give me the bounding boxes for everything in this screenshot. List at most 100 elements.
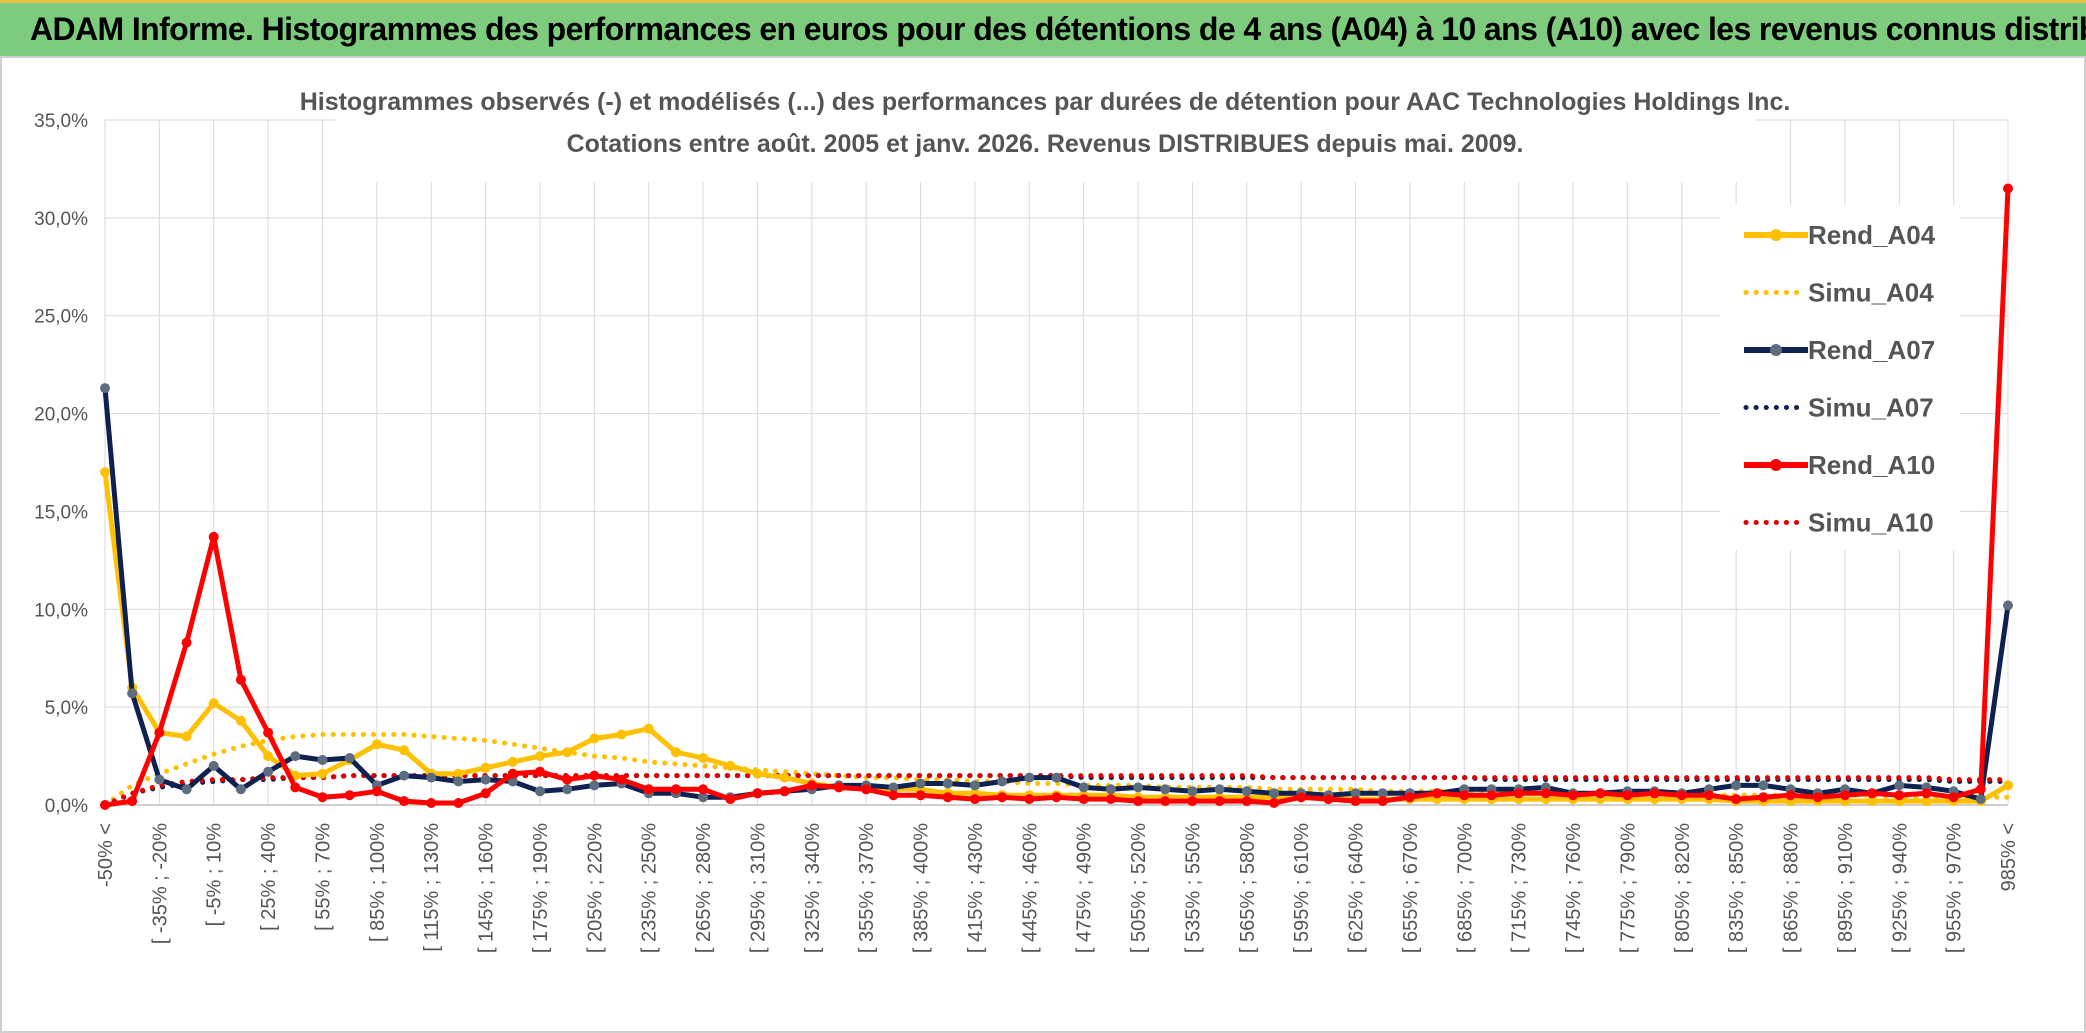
legend-label: Rend_A10 (1808, 450, 1935, 480)
point-rend-a10 (1513, 788, 1524, 799)
point-rend-a10 (861, 784, 872, 795)
point-rend-a04 (698, 753, 709, 763)
chart-title: Histogrammes observés (-) et modélisés (… (300, 88, 1791, 116)
point-rend-a04 (562, 747, 573, 758)
x-tick-label: [ 145% ; 160% (476, 823, 498, 953)
point-rend-a04 (2003, 780, 2013, 791)
point-rend-a10 (1051, 792, 1062, 803)
point-rend-a07 (208, 760, 219, 771)
x-tick-label: [ 205% ; 220% (584, 823, 606, 953)
point-rend-a04 (643, 723, 654, 734)
y-tick-label: 25,0% (34, 307, 88, 328)
legend-item-simu-a10: Simu_A10 (1743, 508, 1934, 538)
point-rend-a10 (127, 796, 138, 807)
point-rend-a10 (1785, 790, 1796, 801)
point-rend-a10 (1323, 794, 1334, 805)
point-rend-a10 (1649, 788, 1660, 799)
legend-label: Simu_A10 (1808, 508, 1934, 538)
point-rend-a04 (752, 768, 763, 779)
point-rend-a07 (1975, 794, 1986, 805)
point-rend-a07 (317, 755, 328, 765)
line-simu-a04 (102, 732, 2011, 808)
point-rend-a10 (1078, 794, 1089, 805)
y-axis: 0,0% 5,0% 10,0% 15,0% 20,0% 25,0% 30,0% 35,0% (34, 111, 88, 817)
point-rend-a07 (1160, 784, 1171, 795)
point-rend-a10 (1867, 788, 1878, 799)
title-background (335, 82, 1755, 182)
point-rend-a07 (1377, 788, 1388, 799)
x-tick-label: [ 445% ; 460% (1019, 823, 1041, 953)
point-rend-a10 (698, 784, 709, 795)
x-tick-label: [ 415% ; 430% (965, 823, 987, 953)
point-rend-a07 (942, 778, 953, 789)
legend-marker (1770, 229, 1782, 241)
point-rend-a10 (1459, 790, 1470, 801)
point-rend-a10 (670, 784, 681, 795)
point-rend-a07 (1078, 782, 1089, 793)
point-rend-a10 (208, 531, 219, 542)
y-tick-label: 5,0% (45, 698, 88, 719)
point-rend-a10 (1187, 796, 1198, 807)
point-rend-a10 (942, 792, 953, 803)
point-rend-a10 (290, 782, 301, 793)
point-rend-a07 (969, 780, 980, 791)
point-rend-a04 (317, 768, 328, 779)
point-rend-a10 (1622, 790, 1633, 801)
point-rend-a10 (1105, 794, 1116, 805)
point-rend-a04 (779, 772, 790, 783)
point-rend-a10 (1241, 796, 1252, 807)
x-tick-label: [ 385% ; 400% (911, 823, 933, 953)
point-rend-a04 (235, 715, 246, 726)
point-rend-a10 (643, 784, 654, 795)
x-tick-label: [ 295% ; 310% (747, 823, 769, 953)
point-rend-a10 (480, 788, 491, 799)
y-tick-label: 30,0% (34, 209, 88, 230)
x-tick-label: [ 535% ; 550% (1182, 823, 1204, 953)
point-rend-a10 (371, 786, 382, 797)
point-rend-a07 (535, 786, 545, 797)
point-rend-a10 (1024, 794, 1035, 805)
point-rend-a04 (263, 751, 274, 762)
point-rend-a10 (1812, 792, 1823, 803)
point-rend-a04 (616, 729, 627, 740)
point-rend-a10 (399, 796, 409, 807)
point-rend-a07 (698, 792, 709, 803)
point-rend-a07 (154, 774, 165, 785)
point-rend-a07 (1133, 782, 1144, 793)
point-rend-a10 (969, 794, 980, 805)
legend-item-simu-a07: Simu_A07 (1743, 393, 1934, 423)
point-rend-a07 (426, 772, 437, 783)
point-rend-a07 (1731, 780, 1742, 791)
point-rend-a10 (1377, 796, 1388, 807)
point-rend-a10 (535, 766, 545, 777)
point-rend-a10 (426, 798, 437, 808)
point-rend-a07 (1241, 786, 1252, 797)
banner-title: ADAM Informe. Histogrammes des performan… (30, 11, 2086, 47)
point-rend-a10 (1948, 792, 1959, 803)
point-rend-a07 (1350, 788, 1361, 799)
x-tick-label: [ 685% ; 700% (1454, 823, 1476, 953)
point-rend-a10 (616, 774, 627, 785)
series-rend-a10 (100, 183, 2013, 810)
point-rend-a10 (344, 790, 355, 801)
x-axis: -50% < [ -35% ; -20% [ -5% ; 10% [ 25% ; 40… (95, 823, 2020, 953)
y-tick-label: 20,0% (34, 405, 88, 426)
point-rend-a10 (1133, 796, 1144, 807)
y-tick-label: 35,0% (34, 111, 88, 132)
point-rend-a10 (888, 790, 899, 801)
point-rend-a10 (1486, 790, 1497, 801)
legend-item-simu-a04: Simu_A04 (1743, 278, 1934, 308)
x-tick-label: 985% < (1998, 823, 2020, 891)
x-tick-label: -50% < (95, 823, 117, 887)
point-rend-a07 (235, 784, 246, 795)
point-rend-a10 (1731, 794, 1742, 805)
point-rend-a07 (127, 688, 138, 699)
y-tick-label: 10,0% (34, 600, 88, 621)
x-tick-label: [ 505% ; 520% (1128, 823, 1150, 953)
x-tick-label: [ 55% ; 70% (312, 823, 334, 931)
x-tick-label: [ 565% ; 580% (1237, 823, 1259, 953)
x-tick-label: [ 325% ; 340% (802, 823, 824, 953)
point-rend-a07 (1187, 786, 1198, 797)
point-rend-a07 (1051, 772, 1062, 783)
